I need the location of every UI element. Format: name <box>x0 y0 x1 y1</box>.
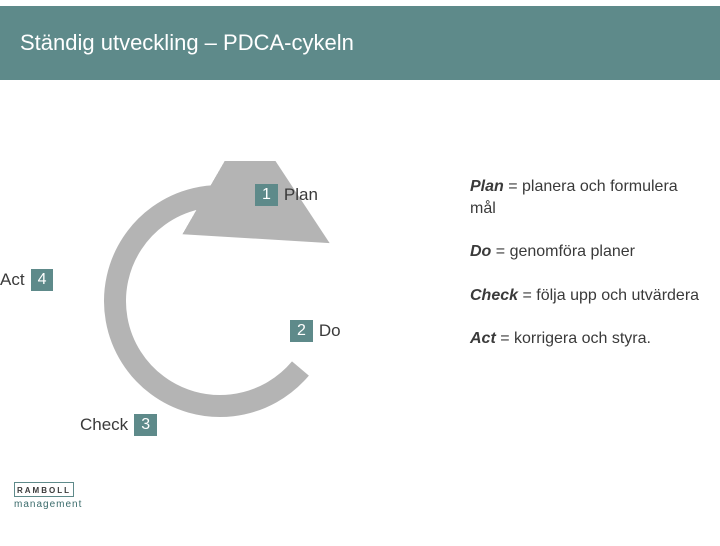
def-do: Do = genomföra planer <box>470 241 700 263</box>
def-desc: genomföra planer <box>510 243 635 260</box>
def-check: Check = följa upp och utvärdera <box>470 285 700 307</box>
node-do: 2 Do <box>290 320 341 342</box>
node-num: 4 <box>31 269 54 291</box>
node-plan: 1 Plan <box>255 184 318 206</box>
node-text: Check <box>80 415 128 435</box>
node-act: Act 4 <box>0 269 53 291</box>
logo-top: RAMBOLL <box>14 482 74 497</box>
def-sep: = <box>491 243 509 260</box>
node-num: 1 <box>255 184 278 206</box>
def-term: Do <box>470 243 491 260</box>
def-term: Act <box>470 330 496 347</box>
definitions-list: Plan = planera och formulera mål Do = ge… <box>470 176 700 372</box>
def-plan: Plan = planera och formulera mål <box>470 176 700 219</box>
def-act: Act = korrigera och styra. <box>470 328 700 350</box>
node-num: 2 <box>290 320 313 342</box>
def-sep: = <box>496 330 514 347</box>
def-term: Plan <box>470 178 504 195</box>
node-text: Plan <box>284 185 318 205</box>
node-text: Do <box>319 321 341 341</box>
brand-logo: RAMBOLL management <box>14 482 106 532</box>
def-sep: = <box>504 178 522 195</box>
cycle-arrow <box>60 161 380 441</box>
def-desc: följa upp och utvärdera <box>536 287 699 304</box>
def-term: Check <box>470 287 518 304</box>
def-sep: = <box>518 287 536 304</box>
def-desc: korrigera och styra. <box>514 330 651 347</box>
pdca-diagram: 1 Plan 2 Do Check 3 Act 4 Plan = planera… <box>0 96 720 546</box>
logo-bottom: management <box>14 499 106 510</box>
node-num: 3 <box>134 414 157 436</box>
node-check: Check 3 <box>80 414 157 436</box>
node-text: Act <box>0 270 25 290</box>
page-title: Ständig utveckling – PDCA-cykeln <box>0 6 720 80</box>
